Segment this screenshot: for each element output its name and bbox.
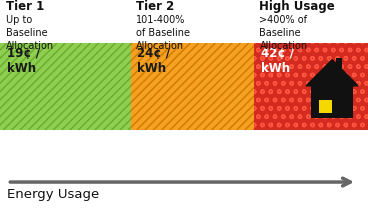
Text: 42¢ /
kWh: 42¢ / kWh [261,47,294,75]
Text: Energy Usage: Energy Usage [7,188,100,201]
Bar [311,86,353,118]
Bar [0,43,131,130]
Text: 101-400%
of Baseline
Allocation: 101-400% of Baseline Allocation [136,15,190,51]
Bar [131,43,254,130]
Text: High Usage: High Usage [259,0,335,13]
Bar [319,100,332,113]
Text: 19¢ /
kWh: 19¢ / kWh [7,47,40,75]
Bar [0,43,131,130]
Bar [254,43,368,130]
Bar [254,43,368,130]
Bar [131,43,254,130]
Text: Tier 2: Tier 2 [136,0,174,13]
Text: >400% of
Baseline
Allocation: >400% of Baseline Allocation [259,15,308,51]
Text: 24¢ /
kWh: 24¢ / kWh [137,47,170,75]
Text: Tier 1: Tier 1 [6,0,44,13]
Polygon shape [306,60,358,86]
Bar [336,58,342,74]
Text: Up to
Baseline
Allocation: Up to Baseline Allocation [6,15,54,51]
